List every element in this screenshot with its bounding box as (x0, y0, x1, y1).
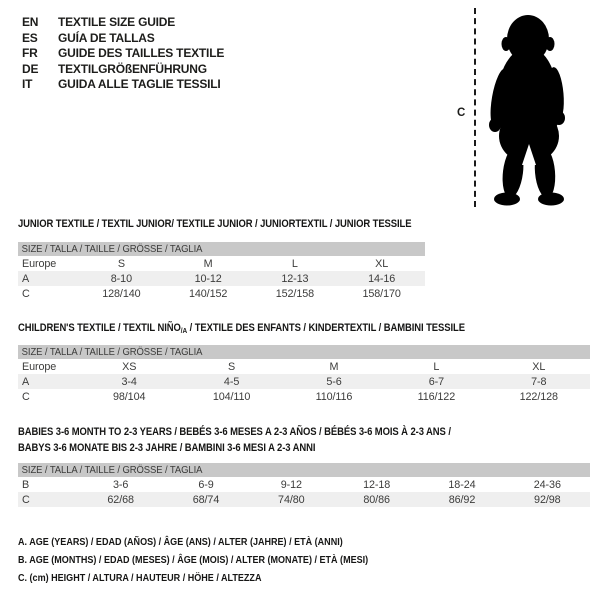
cell: 5-6 (282, 374, 386, 389)
cell: 92/98 (504, 492, 590, 507)
size-header-label: SIZE / TALLA / TAILLE / GRÖSSE / TAGLIA (21, 347, 203, 358)
cell: 152/158 (275, 287, 315, 300)
table-row: C 62/68 68/74 74/80 80/86 86/92 92/98 (18, 492, 590, 507)
cell: 98/104 (112, 390, 146, 403)
cell: 158/170 (362, 287, 401, 300)
baby-silhouette (489, 15, 565, 206)
cell: 3-6 (113, 478, 129, 491)
cell: 104/110 (212, 390, 251, 403)
row-label: A (18, 271, 78, 286)
lang-row-it: IT GUIDA ALLE TAGLIE TESSILI (22, 77, 224, 93)
cell: 7-8 (487, 374, 590, 389)
cell: 10-12 (164, 271, 252, 286)
cell: S (117, 257, 125, 270)
language-title-list: EN TEXTILE SIZE GUIDE ES GUÍA DE TALLAS … (22, 15, 224, 93)
junior-size-table: SIZE / TALLA / TAILLE / GRÖSSE / TAGLIA … (18, 242, 425, 301)
children-title-pre: CHILDREN'S TEXTILE / TEXTIL NIÑO (18, 322, 181, 334)
children-section-title: CHILDREN'S TEXTILE / TEXTIL NIÑO/A / TEX… (18, 321, 465, 339)
cell: S (228, 360, 236, 373)
row-label: C (18, 492, 78, 507)
lang-code: ES (22, 30, 38, 45)
lang-code: FR (22, 46, 38, 60)
lang-code: DE (22, 61, 39, 76)
cell: 3-4 (78, 374, 181, 389)
size-header-bar: SIZE / TALLA / TAILLE / GRÖSSE / TAGLIA (18, 242, 425, 256)
cell: 122/128 (519, 390, 558, 403)
row-label: C (22, 287, 30, 300)
cell: 116/122 (417, 390, 456, 403)
cell: L (433, 360, 440, 373)
lang-title: GUIDE DES TAILLES TEXTILE (58, 46, 225, 60)
babies-title-line1: BABIES 3-6 MONTH TO 2-3 YEARS / BEBÉS 3-… (18, 426, 451, 438)
cell: 140/152 (188, 287, 228, 300)
cell: 128/140 (102, 287, 141, 300)
children-size-table: SIZE / TALLA / TAILLE / GRÖSSE / TAGLIA … (18, 345, 590, 404)
cell: 9-12 (280, 478, 302, 491)
table-row: Europe S M L XL (18, 256, 425, 271)
babies-section-title: BABIES 3-6 MONTH TO 2-3 YEARS / BEBÉS 3-… (18, 425, 451, 456)
note-age-months: B. AGE (MONTHS) / EDAD (MESES) / ÂGE (MO… (18, 554, 369, 566)
note-height: C. (cm) HEIGHT / ALTURA / HAUTEUR / HÖHE… (18, 572, 262, 584)
cell: 12-13 (251, 271, 339, 286)
cell: 8-10 (78, 271, 165, 286)
lang-row-de: DE TEXTILGRÖßENFÜHRUNG (22, 62, 224, 78)
size-header-bar: SIZE / TALLA / TAILLE / GRÖSSE / TAGLIA (18, 463, 590, 477)
table-row: Europe XS S M L XL (18, 359, 590, 374)
note-age-years: A. AGE (YEARS) / EDAD (AÑOS) / ÂGE (ANS)… (18, 536, 343, 548)
size-header-label: SIZE / TALLA / TAILLE / GRÖSSE / TAGLIA (21, 244, 203, 255)
cell: 24-36 (533, 478, 561, 491)
table-row: C 128/140 140/152 152/158 158/170 (18, 286, 425, 301)
row-label: C (22, 390, 30, 403)
row-label: Europe (22, 360, 57, 373)
lang-row-fr: FR GUIDE DES TAILLES TEXTILE (22, 46, 224, 62)
cell: 86/92 (419, 492, 505, 507)
cell: 68/74 (163, 492, 249, 507)
cell: L (291, 257, 298, 270)
cell: 80/86 (333, 492, 420, 507)
cell: XL (532, 360, 546, 373)
row-label: Europe (22, 257, 57, 270)
table-row: B 3-6 6-9 9-12 12-18 18-24 24-36 (18, 477, 590, 492)
babies-size-table: SIZE / TALLA / TAILLE / GRÖSSE / TAGLIA … (18, 463, 590, 507)
lang-row-es: ES GUÍA DE TALLAS (22, 31, 224, 47)
junior-section-title: JUNIOR TEXTILE / TEXTIL JUNIOR/ TEXTILE … (18, 218, 412, 230)
cell: M (203, 257, 213, 270)
lang-title: TEXTILE SIZE GUIDE (58, 15, 176, 29)
height-measure-dashed-line (474, 8, 476, 207)
size-header-bar: SIZE / TALLA / TAILLE / GRÖSSE / TAGLIA (18, 345, 590, 359)
row-label: B (22, 478, 30, 491)
babies-title-line2: BABYS 3-6 MONATE BIS 2-3 JAHRE / BAMBINI… (18, 441, 316, 454)
cell: 110/116 (315, 390, 353, 403)
cell: XS (122, 360, 137, 373)
row-label: A (18, 374, 78, 389)
lang-title: GUIDA ALLE TAGLIE TESSILI (58, 77, 221, 91)
table-row: C 98/104 104/110 110/116 116/122 122/128 (18, 389, 590, 404)
children-title-post: / TEXTILE DES ENFANTS / KINDERTEXTIL / B… (187, 322, 465, 334)
table-row: A 3-4 4-5 5-6 6-7 7-8 (18, 374, 590, 389)
legend-notes: A. AGE (YEARS) / EDAD (AÑOS) / ÂGE (ANS)… (18, 533, 425, 587)
lang-row-en: EN TEXTILE SIZE GUIDE (22, 15, 224, 31)
cell: 6-7 (385, 374, 488, 389)
cell: 62/68 (78, 492, 164, 507)
cell: 74/80 (248, 492, 334, 507)
table-row: A 8-10 10-12 12-13 14-16 (18, 271, 425, 286)
cell: XL (375, 257, 389, 270)
lang-code: EN (22, 15, 39, 29)
cell: 14-16 (338, 271, 425, 286)
height-measure-label: C (457, 107, 466, 119)
lang-code: IT (22, 77, 33, 91)
children-title-subscript: /A (180, 326, 188, 335)
cell: 12-18 (363, 478, 391, 491)
cell: 4-5 (180, 374, 283, 389)
cell: 18-24 (448, 478, 476, 491)
lang-title: TEXTILGRÖßENFÜHRUNG (58, 61, 207, 76)
lang-title: GUÍA DE TALLAS (58, 30, 155, 45)
cell: 6-9 (198, 478, 214, 491)
cell: M (329, 360, 339, 373)
size-header-label: SIZE / TALLA / TAILLE / GRÖSSE / TAGLIA (21, 465, 203, 476)
